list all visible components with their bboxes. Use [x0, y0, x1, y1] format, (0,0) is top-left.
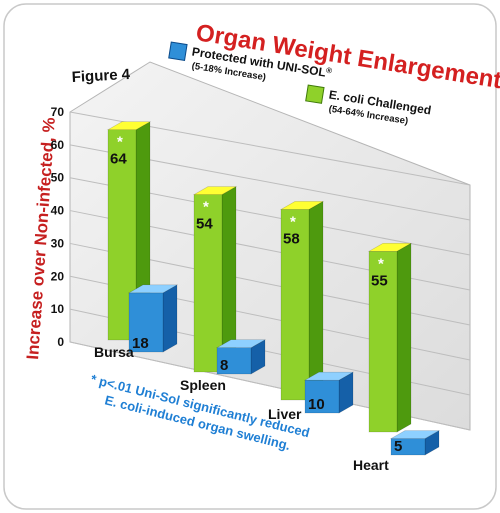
y-tick-label: 60	[51, 138, 65, 152]
category-labels: Bursa Spleen Liver Heart	[94, 344, 389, 473]
figure-label: Figure 4	[71, 66, 131, 86]
y-tick-label: 40	[51, 204, 65, 218]
category-label: Bursa	[94, 344, 134, 360]
bar-ecoli	[106, 121, 152, 341]
significance-marker: *	[203, 199, 209, 216]
significance-marker: *	[117, 134, 123, 151]
value-label-unisol: 18	[132, 335, 149, 352]
legend-swatch-ecoli	[305, 84, 325, 104]
y-axis-ticks: 0 10 20 30 40 50 60 70	[51, 105, 65, 349]
bar-ecoli	[279, 200, 325, 401]
legend-swatch-unisol	[168, 41, 188, 61]
value-label-ecoli: 64	[110, 151, 127, 168]
bar-unisol	[303, 371, 355, 414]
value-label-ecoli: 54	[196, 216, 213, 233]
legend-registered-mark: ®	[325, 66, 332, 76]
y-tick-label: 70	[51, 105, 65, 119]
significance-marker: *	[378, 255, 384, 272]
value-label-unisol: 5	[394, 438, 402, 455]
bar-unisol	[215, 339, 267, 375]
y-tick-label: 20	[51, 269, 65, 283]
bar-ecoli	[192, 186, 238, 373]
value-label-ecoli: 58	[283, 230, 300, 247]
value-label-ecoli: 55	[371, 272, 388, 289]
y-tick-label: 0	[57, 335, 64, 349]
y-tick-label: 10	[51, 302, 65, 316]
category-label: Heart	[353, 457, 389, 473]
value-label-unisol: 8	[220, 357, 228, 374]
significance-marker: *	[290, 213, 296, 230]
y-tick-label: 50	[51, 171, 65, 185]
y-tick-label: 30	[51, 236, 65, 250]
category-label: Spleen	[180, 377, 226, 393]
bar-ecoli	[367, 242, 413, 433]
value-label-unisol: 10	[308, 396, 325, 413]
bar-unisol	[389, 430, 441, 456]
bar-unisol	[127, 284, 179, 353]
category-label: Liver	[268, 406, 302, 422]
